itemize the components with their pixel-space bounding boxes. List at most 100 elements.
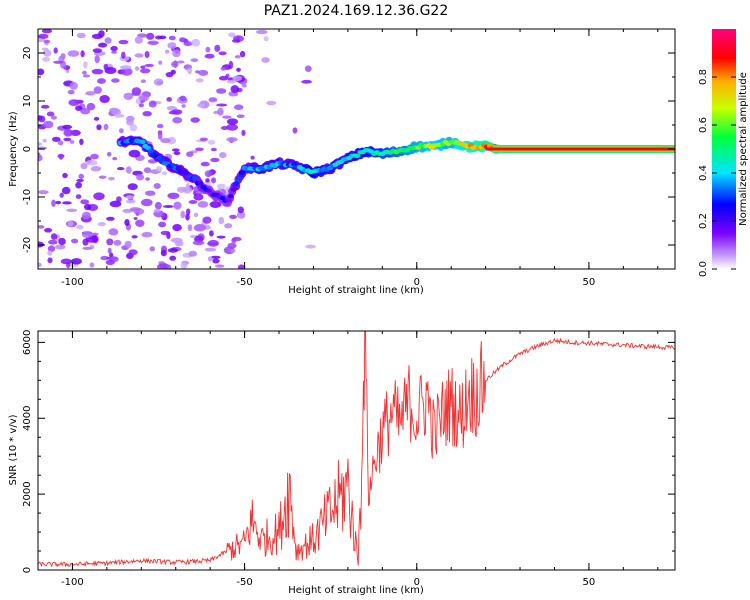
noise-blob (55, 244, 66, 250)
noise-blob (50, 233, 58, 240)
noise-blob (222, 115, 232, 119)
noise-blob (118, 39, 129, 45)
noise-blob (145, 190, 156, 196)
noise-blob (239, 50, 246, 58)
noise-blob (202, 216, 212, 224)
colorbar-tick-label: 0.0 (698, 261, 709, 277)
x-tick-label: 0 (414, 277, 420, 288)
snr-panel: -100 -50 0 50 0 2000 4000 6000 Height of straig… (8, 330, 676, 596)
noise-blob (85, 91, 96, 96)
noise-blob (38, 190, 49, 195)
y-tick-label: 20 (22, 47, 33, 60)
noise-blob (91, 68, 104, 75)
noise-blob (210, 157, 220, 163)
noise-blob (79, 138, 84, 145)
noise-blob (103, 63, 109, 70)
y-tick-label: -20 (22, 237, 33, 253)
noise-blob (42, 47, 49, 51)
noise-blob (76, 178, 84, 183)
noise-blob (55, 200, 62, 205)
noise-blob (216, 103, 228, 107)
noise-blob (190, 117, 200, 123)
noise-blob (185, 213, 190, 221)
noise-blob (84, 203, 92, 211)
noise-blob (81, 231, 93, 238)
snr-ticks: -100 -50 0 50 0 2000 4000 6000 (22, 330, 675, 588)
noise-blob (43, 39, 51, 44)
noise-blob (174, 240, 184, 247)
noise-blob (166, 97, 172, 102)
noise-blob (50, 115, 57, 120)
noise-blob (179, 95, 187, 102)
noise-blob (90, 166, 102, 172)
ridge-core (145, 145, 152, 151)
noise-blob (230, 249, 236, 253)
noise-blob (305, 244, 316, 249)
noise-blob (160, 230, 171, 236)
noise-blob (105, 259, 115, 265)
noise-blob (226, 118, 239, 125)
y-tick-label: 2000 (22, 481, 33, 506)
x-tick-label: -50 (236, 277, 252, 288)
noise-blob (172, 224, 182, 232)
noise-blob (97, 222, 106, 227)
noise-blob (135, 97, 141, 105)
noise-blob (207, 256, 213, 262)
noise-blob (53, 47, 58, 54)
noise-blob (234, 104, 244, 110)
noise-blob (205, 178, 210, 183)
noise-blob (237, 206, 244, 214)
noise-blob (241, 129, 246, 136)
noise-blob (86, 102, 96, 111)
noise-blob (114, 113, 125, 118)
ridge-core (192, 176, 198, 181)
noise-blob (199, 137, 208, 142)
noise-blob (75, 181, 82, 189)
noise-blob (41, 29, 53, 34)
noise-blob (42, 56, 50, 62)
noise-blob (40, 104, 50, 109)
noise-blob (71, 258, 82, 265)
snr-marks (38, 331, 675, 568)
noise-blob (234, 55, 241, 59)
noise-blob (43, 49, 52, 57)
noise-blob (111, 50, 117, 54)
ridge-core (233, 181, 240, 186)
noise-blob (220, 66, 227, 71)
ridge-core (175, 166, 182, 171)
noise-blob (215, 264, 225, 268)
noise-blob (147, 40, 159, 45)
noise-blob (68, 99, 80, 106)
noise-blob (38, 154, 43, 162)
noise-blob (144, 63, 154, 68)
noise-blob (218, 51, 227, 56)
x-tick-label: -100 (61, 577, 84, 588)
noise-blob (171, 148, 180, 152)
noise-blob (133, 217, 138, 220)
noise-blob (124, 240, 132, 249)
noise-blob (165, 49, 170, 54)
noise-blob (193, 224, 206, 232)
y-tick-label: 4000 (22, 406, 33, 431)
noise-blob (108, 228, 119, 236)
noise-blob (216, 88, 227, 94)
noise-blob (138, 95, 149, 102)
noise-blob (67, 50, 80, 57)
noise-blob (125, 199, 136, 204)
noise-blob (92, 48, 103, 53)
x-tick-label: -100 (61, 277, 84, 288)
noise-blob (125, 166, 132, 174)
noise-blob (136, 173, 145, 181)
chart-title: PAZ1.2024.169.12.36.G22 (264, 3, 449, 19)
noise-blob (111, 78, 120, 83)
noise-blob (230, 85, 239, 94)
noise-blob (94, 55, 100, 64)
noise-blob (125, 119, 134, 126)
noise-blob (204, 170, 212, 178)
noise-blob (138, 103, 144, 108)
noise-blob (266, 100, 277, 106)
noise-blob (76, 32, 86, 39)
noise-blob (154, 201, 162, 210)
colorbar-gradient (712, 29, 736, 269)
noise-blob (212, 258, 220, 264)
